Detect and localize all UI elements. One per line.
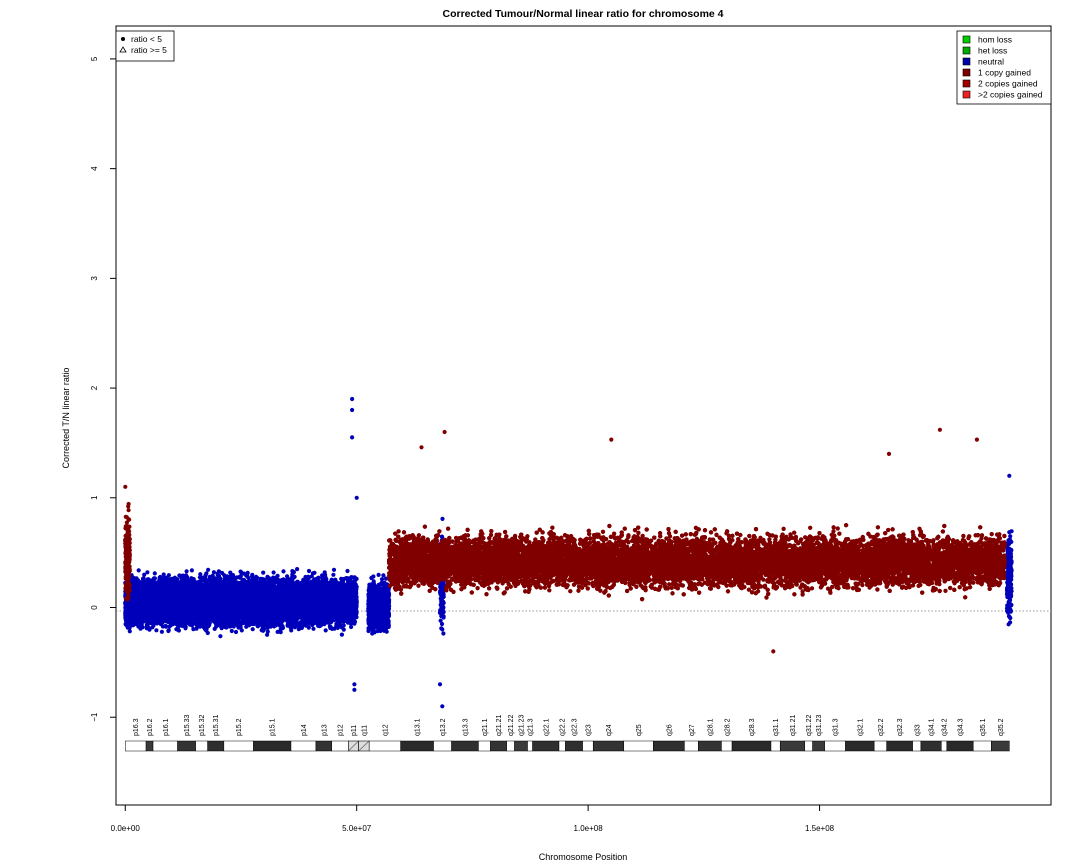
y-tick-label: 2 — [90, 385, 99, 390]
y-axis: −1 0 1 2 3 4 5 — [90, 56, 116, 722]
y-tick-label: 1 — [90, 495, 99, 500]
data-point — [136, 568, 141, 573]
x-tick-label: 0.0e+00 — [111, 824, 141, 833]
data-points — [123, 396, 1014, 709]
chart-title: Corrected Tumour/Normal linear ratio for… — [442, 8, 723, 20]
x-tick-label: 1.0e+08 — [574, 824, 604, 833]
y-tick-label: −1 — [90, 712, 99, 722]
data-point — [138, 626, 143, 631]
y-tick-label: 3 — [90, 276, 99, 281]
y-tick-label: 5 — [90, 56, 99, 61]
data-point — [290, 569, 295, 574]
data-point — [250, 627, 255, 632]
y-axis-label: Corrected T/N linear ratio — [61, 368, 71, 469]
data-point — [271, 570, 276, 575]
x-tick-label: 5.0e+07 — [342, 824, 372, 833]
x-axis: 0.0e+00 5.0e+07 1.0e+08 1.5e+08 — [111, 805, 835, 833]
y-tick-label: 0 — [90, 605, 99, 610]
x-axis-label: Chromosome Position — [539, 852, 628, 862]
data-point — [303, 574, 308, 580]
data-point — [295, 567, 300, 572]
plot-frame — [115, 25, 1052, 806]
data-point — [281, 569, 286, 574]
y-tick-label: 4 — [90, 166, 99, 171]
data-point — [154, 628, 159, 633]
data-point — [159, 629, 164, 634]
x-tick-label: 1.5e+08 — [805, 824, 835, 833]
data-point — [189, 568, 194, 573]
data-point — [206, 567, 211, 572]
